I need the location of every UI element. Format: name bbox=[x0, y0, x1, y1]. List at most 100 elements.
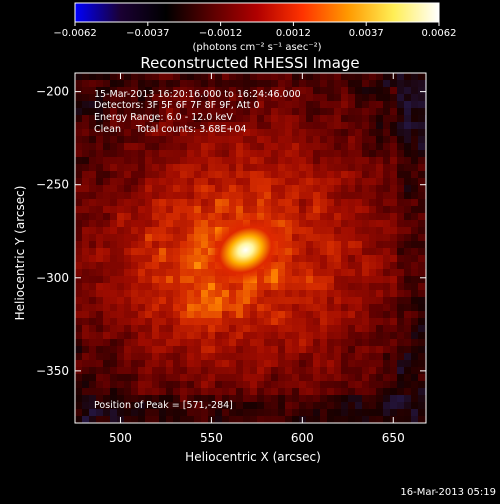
heatmap-cell bbox=[173, 150, 181, 158]
heatmap-cell bbox=[320, 227, 328, 235]
heatmap-cell bbox=[138, 304, 146, 312]
heatmap-cell bbox=[341, 220, 349, 228]
heatmap-cell bbox=[124, 332, 132, 340]
heatmap-cell bbox=[355, 87, 363, 95]
heatmap-cell bbox=[327, 234, 335, 242]
heatmap-cell bbox=[117, 297, 125, 305]
x-tick-label: 500 bbox=[109, 431, 132, 445]
heatmap-cell bbox=[96, 297, 104, 305]
heatmap-cell bbox=[75, 388, 83, 396]
heatmap-cell bbox=[89, 157, 97, 165]
heatmap-cell bbox=[110, 346, 118, 354]
heatmap-cell bbox=[418, 304, 426, 312]
heatmap-cell bbox=[173, 346, 181, 354]
heatmap-cell bbox=[411, 339, 419, 347]
heatmap-cell bbox=[222, 297, 230, 305]
heatmap-cell bbox=[166, 122, 174, 130]
heatmap-cell bbox=[397, 255, 405, 263]
heatmap-cell bbox=[397, 367, 405, 375]
heatmap-cell bbox=[397, 199, 405, 207]
heatmap-cell bbox=[250, 115, 258, 123]
heatmap-cell bbox=[131, 143, 139, 151]
heatmap-cell bbox=[411, 416, 419, 423]
heatmap-cell bbox=[404, 276, 412, 284]
heatmap-cell bbox=[117, 339, 125, 347]
heatmap-cell bbox=[82, 206, 90, 214]
heatmap-cell bbox=[152, 178, 160, 186]
heatmap-cell bbox=[201, 136, 209, 144]
heatmap-cell bbox=[285, 262, 293, 270]
heatmap-cell bbox=[299, 255, 307, 263]
heatmap-cell bbox=[173, 360, 181, 368]
heatmap-cell bbox=[271, 325, 279, 333]
heatmap-cell bbox=[390, 178, 398, 186]
heatmap-cell bbox=[292, 129, 300, 137]
heatmap-cell bbox=[355, 241, 363, 249]
heatmap-cell bbox=[369, 94, 377, 102]
heatmap-cell bbox=[173, 367, 181, 375]
heatmap-cell bbox=[285, 374, 293, 382]
heatmap-cell bbox=[264, 87, 272, 95]
heatmap-cell bbox=[131, 178, 139, 186]
heatmap-cell bbox=[96, 164, 104, 172]
heatmap-cell bbox=[250, 206, 258, 214]
heatmap-cell bbox=[369, 360, 377, 368]
heatmap-cell bbox=[131, 395, 139, 403]
heatmap-cell bbox=[292, 290, 300, 298]
heatmap-cell bbox=[404, 220, 412, 228]
heatmap-cell bbox=[215, 381, 223, 389]
heatmap-cell bbox=[306, 367, 314, 375]
heatmap-cell bbox=[313, 318, 321, 326]
heatmap-cell bbox=[159, 339, 167, 347]
heatmap-cell bbox=[404, 122, 412, 130]
heatmap-cell bbox=[271, 311, 279, 319]
heatmap-cell bbox=[229, 80, 237, 88]
heatmap-cell bbox=[96, 255, 104, 263]
heatmap-cell bbox=[166, 220, 174, 228]
heatmap-cell bbox=[306, 185, 314, 193]
heatmap-cell bbox=[320, 108, 328, 116]
heatmap-cell bbox=[229, 136, 237, 144]
heatmap-cell bbox=[320, 241, 328, 249]
heatmap-cell bbox=[201, 185, 209, 193]
heatmap-cell bbox=[320, 290, 328, 298]
heatmap-cell bbox=[103, 136, 111, 144]
heatmap-cell bbox=[145, 171, 153, 179]
heatmap-cell bbox=[75, 108, 83, 116]
heatmap-cell bbox=[390, 87, 398, 95]
heatmap-cell bbox=[404, 304, 412, 312]
heatmap-cell bbox=[180, 367, 188, 375]
heatmap-cell bbox=[334, 290, 342, 298]
heatmap-cell bbox=[383, 283, 391, 291]
heatmap-cell bbox=[215, 311, 223, 319]
heatmap-cell bbox=[334, 325, 342, 333]
heatmap-cell bbox=[138, 94, 146, 102]
heatmap-cell bbox=[194, 185, 202, 193]
heatmap-cell bbox=[138, 87, 146, 95]
heatmap-cell bbox=[243, 402, 251, 410]
heatmap-cell bbox=[110, 157, 118, 165]
heatmap-cell bbox=[362, 388, 370, 396]
heatmap-cell bbox=[138, 108, 146, 116]
heatmap-cell bbox=[117, 304, 125, 312]
heatmap-cell bbox=[159, 94, 167, 102]
heatmap-cell bbox=[131, 248, 139, 256]
heatmap-cell bbox=[208, 178, 216, 186]
heatmap-cell bbox=[306, 283, 314, 291]
heatmap-cell bbox=[110, 122, 118, 130]
heatmap-cell bbox=[180, 157, 188, 165]
heatmap-cell bbox=[278, 269, 286, 277]
heatmap-cell bbox=[208, 374, 216, 382]
heatmap-cell bbox=[194, 283, 202, 291]
heatmap-cell bbox=[103, 122, 111, 130]
heatmap-cell bbox=[299, 339, 307, 347]
heatmap-cell bbox=[250, 283, 258, 291]
heatmap-cell bbox=[411, 276, 419, 284]
heatmap-cell bbox=[383, 213, 391, 221]
heatmap-cell bbox=[264, 185, 272, 193]
heatmap-cell bbox=[376, 94, 384, 102]
heatmap-cell bbox=[250, 297, 258, 305]
heatmap-cell bbox=[208, 290, 216, 298]
heatmap-cell bbox=[313, 402, 321, 410]
heatmap-cell bbox=[75, 87, 83, 95]
